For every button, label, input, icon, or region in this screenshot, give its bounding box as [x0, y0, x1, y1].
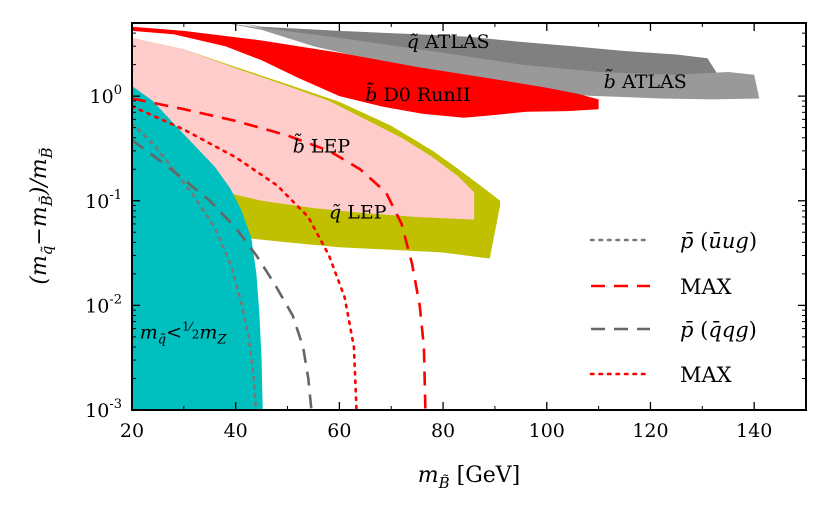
- x-tick-label: 40: [224, 420, 248, 442]
- region-labels: q̃ ATLAS b̃ ATLAS b̃ D0 RunII q̃ LEP b̃ LEP m…: [140, 31, 687, 348]
- y-tick-label: 100: [90, 83, 122, 108]
- series-line-3: [132, 105, 358, 410]
- x-tick-label: 100: [529, 420, 565, 442]
- region-b-atlas: [225, 23, 760, 100]
- legend-label-0: p̄ (ūug): [680, 229, 757, 253]
- x-tick-label: 20: [120, 420, 144, 442]
- y-tick-label: 10-1: [85, 188, 122, 213]
- region-label-q-lep: q̃ LEP: [329, 201, 387, 223]
- series-line-0: [132, 122, 258, 410]
- region-label-b-atlas: b̃ ATLAS: [604, 70, 687, 93]
- region-b-d0: [132, 26, 599, 118]
- x-tick-label: 120: [632, 420, 668, 442]
- region-q-atlas: [240, 23, 718, 78]
- region-label-q-atlas: q̃ ATLAS: [407, 31, 490, 53]
- y-tick-label: 10-2: [85, 292, 122, 317]
- plot-frame: [131, 22, 807, 411]
- x-tick-label: 60: [327, 420, 351, 442]
- legend: p̄ (ūug) MAX p̄ (q̄qg) MAX: [589, 229, 757, 387]
- legend-label-2: p̄ (q̄qg): [680, 318, 757, 342]
- x-tick-label: 140: [736, 420, 772, 442]
- y-tick-label: 10-3: [85, 397, 122, 422]
- legend-label-3: MAX: [680, 363, 732, 387]
- x-axis-label: mB̃ [GeV]: [418, 463, 521, 492]
- axis-labels: mB̃ [GeV] (mq̃−mB̃)/mB̃: [27, 147, 520, 492]
- series-line-2: [132, 139, 313, 410]
- x-tick-label: 80: [431, 420, 455, 442]
- region-label-b-lep: b̃ LEP: [293, 134, 351, 157]
- region-label-z-width: mq̃<1⁄2mZ: [140, 320, 228, 348]
- series-layer: [132, 97, 427, 410]
- legend-label-1: MAX: [680, 275, 732, 299]
- regions-layer: [132, 23, 760, 410]
- region-label-b-d0: b̃ D0 RunII: [365, 83, 470, 106]
- y-axis-label: (mq̃−mB̃)/mB̃: [27, 147, 56, 284]
- region-z-width: [132, 86, 263, 410]
- series-line-1: [132, 97, 427, 410]
- axis-ticks: 20 40 60 80 100 120 140 10-3 10-2 10-1 100: [85, 22, 806, 442]
